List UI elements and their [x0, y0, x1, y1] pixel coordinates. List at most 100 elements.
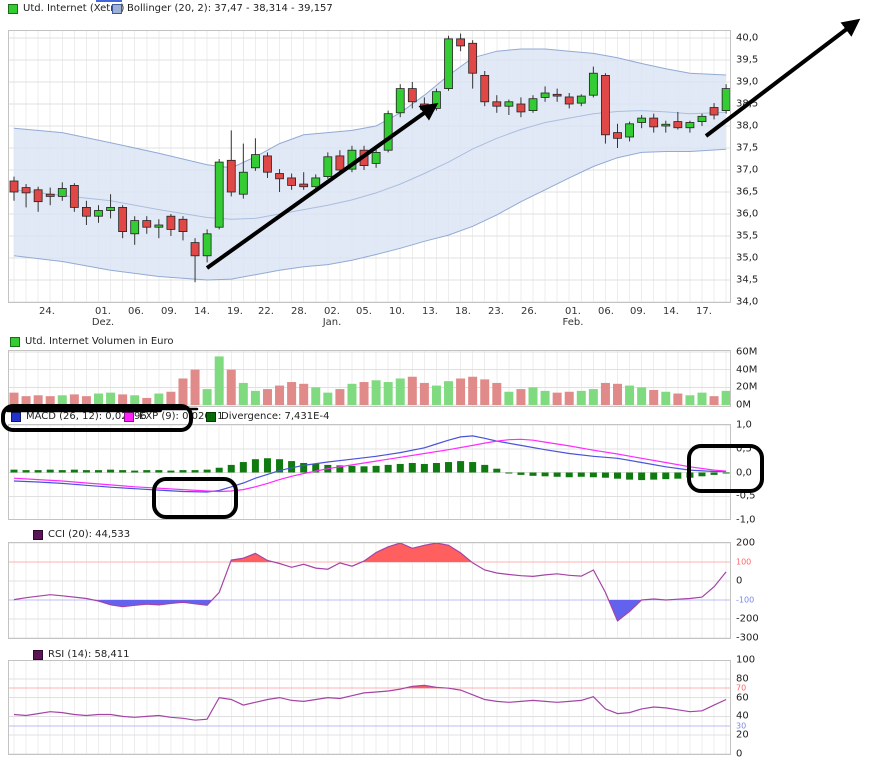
volume-bar — [588, 389, 598, 405]
bollinger-swatch-icon — [112, 3, 122, 14]
volume-bar — [33, 395, 43, 405]
rsi-y-tick: 70 — [736, 683, 747, 693]
price-y-tick: 35,0 — [736, 252, 759, 264]
volume-bar — [262, 389, 272, 405]
divergence-bar — [131, 470, 139, 473]
divergence-bar — [22, 470, 30, 473]
divergence-bar — [408, 463, 416, 473]
cci-plot — [8, 542, 731, 639]
divergence-bar — [553, 472, 561, 477]
volume-y-tick: 60M — [736, 346, 758, 358]
divergence-bar — [372, 465, 380, 473]
divergence-bar — [143, 470, 151, 473]
divergence-bar — [119, 470, 127, 473]
divergence-bar — [360, 466, 368, 473]
price-y-tick: 39,5 — [736, 54, 759, 66]
divergence-bar — [420, 463, 428, 473]
date-tick: 10. — [389, 306, 405, 317]
divergence-bar — [650, 472, 658, 480]
divergence-bar — [469, 462, 477, 473]
exp-swatch-icon — [124, 411, 134, 422]
date-tick: 14. — [194, 306, 210, 317]
price-y-tick: 37,0 — [736, 164, 759, 176]
date-tick: 23. — [488, 306, 504, 317]
rsi-y-tick: 20 — [736, 729, 749, 741]
price-y-tick: 40,0 — [736, 32, 759, 44]
date-tick: 24. — [39, 306, 55, 317]
divergence-swatch-icon — [206, 411, 216, 422]
divergence-bar — [577, 472, 585, 477]
series-swatch-icon — [8, 3, 18, 14]
divergence-bar — [203, 469, 211, 473]
rsi-y-tick: 0 — [736, 748, 743, 760]
divergence-bar — [70, 469, 78, 473]
volume-bar — [468, 376, 478, 405]
divergence-bar — [529, 472, 537, 476]
divergence-bar — [432, 463, 440, 473]
divergence-bar — [227, 464, 235, 473]
volume-bar — [419, 382, 429, 405]
divergence-bar — [82, 470, 90, 473]
price-y-tick: 38,5 — [736, 98, 759, 110]
divergence-bar — [638, 472, 646, 481]
cci-y-tick: -100 — [736, 595, 755, 605]
rsi-plot — [8, 660, 731, 755]
volume-bar — [504, 391, 514, 405]
volume-y-tick: 20M — [736, 381, 758, 393]
volume-y-tick: 40M — [736, 364, 758, 376]
volume-bar — [685, 395, 695, 405]
series-legend-label: Utd. Internet (Xetra) — [23, 3, 125, 14]
date-month-tick: Feb. — [562, 317, 584, 328]
date-tick: 26. — [521, 306, 537, 317]
volume-bar — [637, 387, 647, 405]
date-tick: 02. — [324, 306, 340, 317]
price-plot — [8, 30, 731, 303]
rsi-legend-label: RSI (14): 58,411 — [48, 649, 130, 660]
volume-bar — [516, 389, 526, 405]
price-y-tick: 34,5 — [736, 274, 759, 286]
volume-bar — [721, 390, 731, 405]
divergence-bar — [34, 470, 42, 473]
date-tick: 17. — [696, 306, 712, 317]
volume-bar — [178, 378, 188, 405]
date-tick: 01. — [565, 306, 581, 317]
exp-line — [13, 438, 727, 493]
volume-bar — [649, 389, 659, 405]
macd-y-tick: -0,5 — [736, 490, 756, 502]
volume-bar — [21, 396, 31, 405]
divergence-bar — [541, 472, 549, 477]
price-y-tick: 34,0 — [736, 296, 759, 308]
divergence-bar — [288, 461, 296, 473]
volume-bar — [69, 394, 79, 405]
rsi-y-tick: 40 — [736, 710, 749, 722]
cci-legend-label: CCI (20): 44,533 — [48, 529, 131, 540]
volume-bar — [383, 382, 393, 405]
volume-bar — [431, 385, 441, 405]
cci-y-tick: 200 — [736, 537, 756, 549]
divergence-bar — [517, 472, 525, 475]
volume-bar — [106, 392, 116, 405]
date-month-tick: Jan. — [322, 317, 342, 328]
macd-line — [13, 435, 727, 493]
volume-bar — [118, 394, 128, 405]
rsi-line — [13, 684, 727, 721]
date-tick: 13. — [422, 306, 438, 317]
divergence-bar — [384, 464, 392, 473]
volume-bar — [661, 391, 671, 405]
date-tick: 06. — [598, 306, 614, 317]
volume-bar — [347, 383, 357, 405]
volume-swatch-icon — [10, 336, 20, 347]
volume-bar — [359, 382, 369, 405]
divergence-bar — [601, 472, 609, 478]
divergence-bar — [626, 472, 634, 480]
date-tick: 28. — [291, 306, 307, 317]
date-tick: 01. — [95, 306, 111, 317]
volume-bar — [552, 392, 562, 405]
date-tick: 09. — [630, 306, 646, 317]
divergence-bar — [167, 470, 175, 473]
divergence-bar — [614, 472, 621, 479]
divergence-bar — [215, 467, 223, 473]
date-month-tick: Dez. — [91, 317, 115, 328]
divergence-bar — [58, 470, 66, 473]
divergence-bar — [481, 464, 489, 473]
